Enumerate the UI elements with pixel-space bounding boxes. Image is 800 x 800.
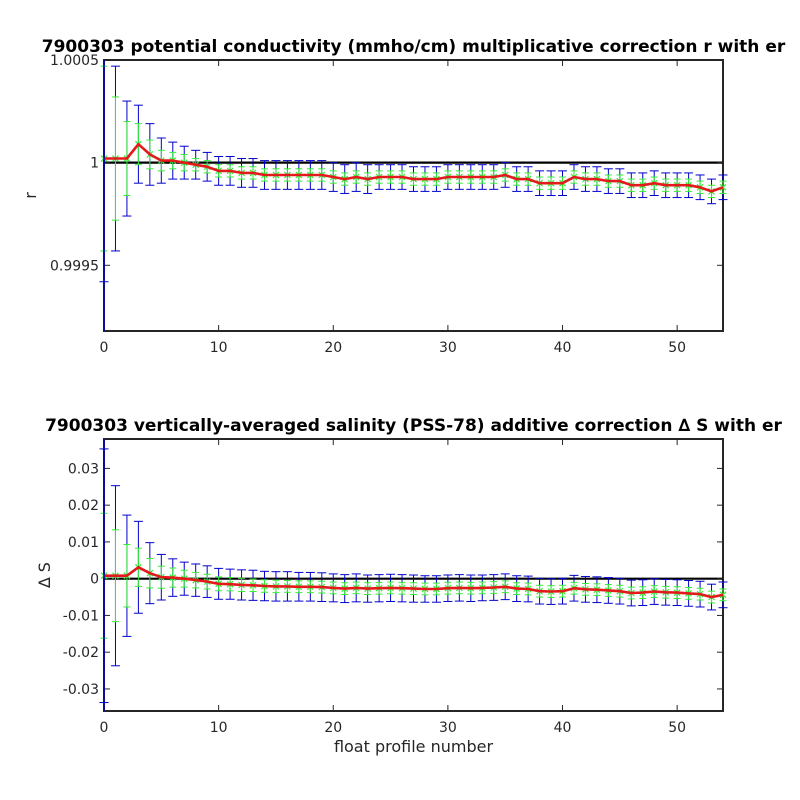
- y-tick-label: 0.02: [68, 498, 99, 514]
- y-tick-label: 0: [90, 572, 99, 588]
- x-tick-label: 40: [554, 720, 572, 736]
- x-tick-label: 0: [100, 720, 109, 736]
- x-tick-label: 40: [554, 340, 572, 356]
- fit-series-line: [104, 565, 724, 599]
- chart-title: 7900303 potential conductivity (mmho/cm)…: [42, 37, 786, 57]
- chart-title: 7900303 vertically-averaged salinity (PS…: [45, 416, 782, 436]
- panel-2: 7900303 vertically-averaged salinity (PS…: [35, 416, 783, 756]
- x-tick-label: 50: [668, 720, 686, 736]
- x-tick-label: 10: [210, 720, 228, 736]
- plot-area: [103, 59, 724, 332]
- y-tick-label: 0.03: [68, 461, 99, 477]
- x-tick-label: 50: [668, 340, 686, 356]
- fit-series-line: [104, 142, 724, 193]
- y-tick-label: 1: [90, 156, 99, 172]
- y-tick-label: 0.01: [68, 535, 99, 551]
- x-tick-label: 30: [439, 720, 457, 736]
- panel-1: 7900303 potential conductivity (mmho/cm)…: [21, 37, 786, 356]
- x-tick-label: 20: [324, 720, 342, 736]
- x-tick-label: 0: [100, 340, 109, 356]
- y-axis-label: r: [21, 192, 40, 199]
- y-tick-label: -0.01: [63, 608, 99, 624]
- y-tick-label: -0.02: [63, 645, 99, 661]
- x-tick-label: 20: [324, 340, 342, 356]
- x-tick-label: 10: [210, 340, 228, 356]
- y-tick-label: 0.9995: [50, 258, 99, 274]
- x-tick-label: 30: [439, 340, 457, 356]
- y-tick-label: -0.03: [63, 682, 99, 698]
- y-axis-label: ∆ S: [35, 562, 54, 589]
- y-tick-label: 1.0005: [50, 53, 99, 69]
- x-axis-label: float profile number: [334, 737, 494, 756]
